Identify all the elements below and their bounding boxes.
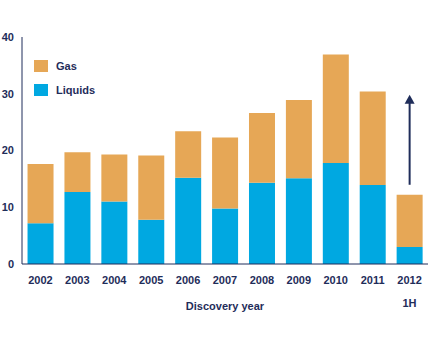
svg-text:20: 20 (8, 144, 14, 156)
svg-text:2011: 2011 (361, 274, 385, 286)
svg-text:2009: 2009 (287, 274, 311, 286)
svg-text:2006: 2006 (176, 274, 200, 286)
svg-text:2005: 2005 (139, 274, 163, 286)
svg-text:2007: 2007 (213, 274, 237, 286)
svg-text:10: 10 (8, 201, 14, 213)
svg-text:1H: 1H (403, 297, 417, 309)
svg-text:30: 30 (8, 88, 14, 100)
svg-text:2010: 2010 (323, 274, 347, 286)
svg-text:2002: 2002 (28, 274, 52, 286)
svg-text:2008: 2008 (250, 274, 274, 286)
html-text:Liquids: Liquids (56, 84, 96, 96)
svg-text:2012: 2012 (397, 274, 421, 286)
svg-text:0: 0 (8, 258, 14, 270)
html-text:Gas: Gas (56, 60, 77, 72)
svg-text:2004: 2004 (102, 274, 127, 286)
svg-text:2003: 2003 (65, 274, 89, 286)
svg-text:Discovery year: Discovery year (186, 300, 265, 312)
svg-text:40: 40 (8, 31, 14, 43)
